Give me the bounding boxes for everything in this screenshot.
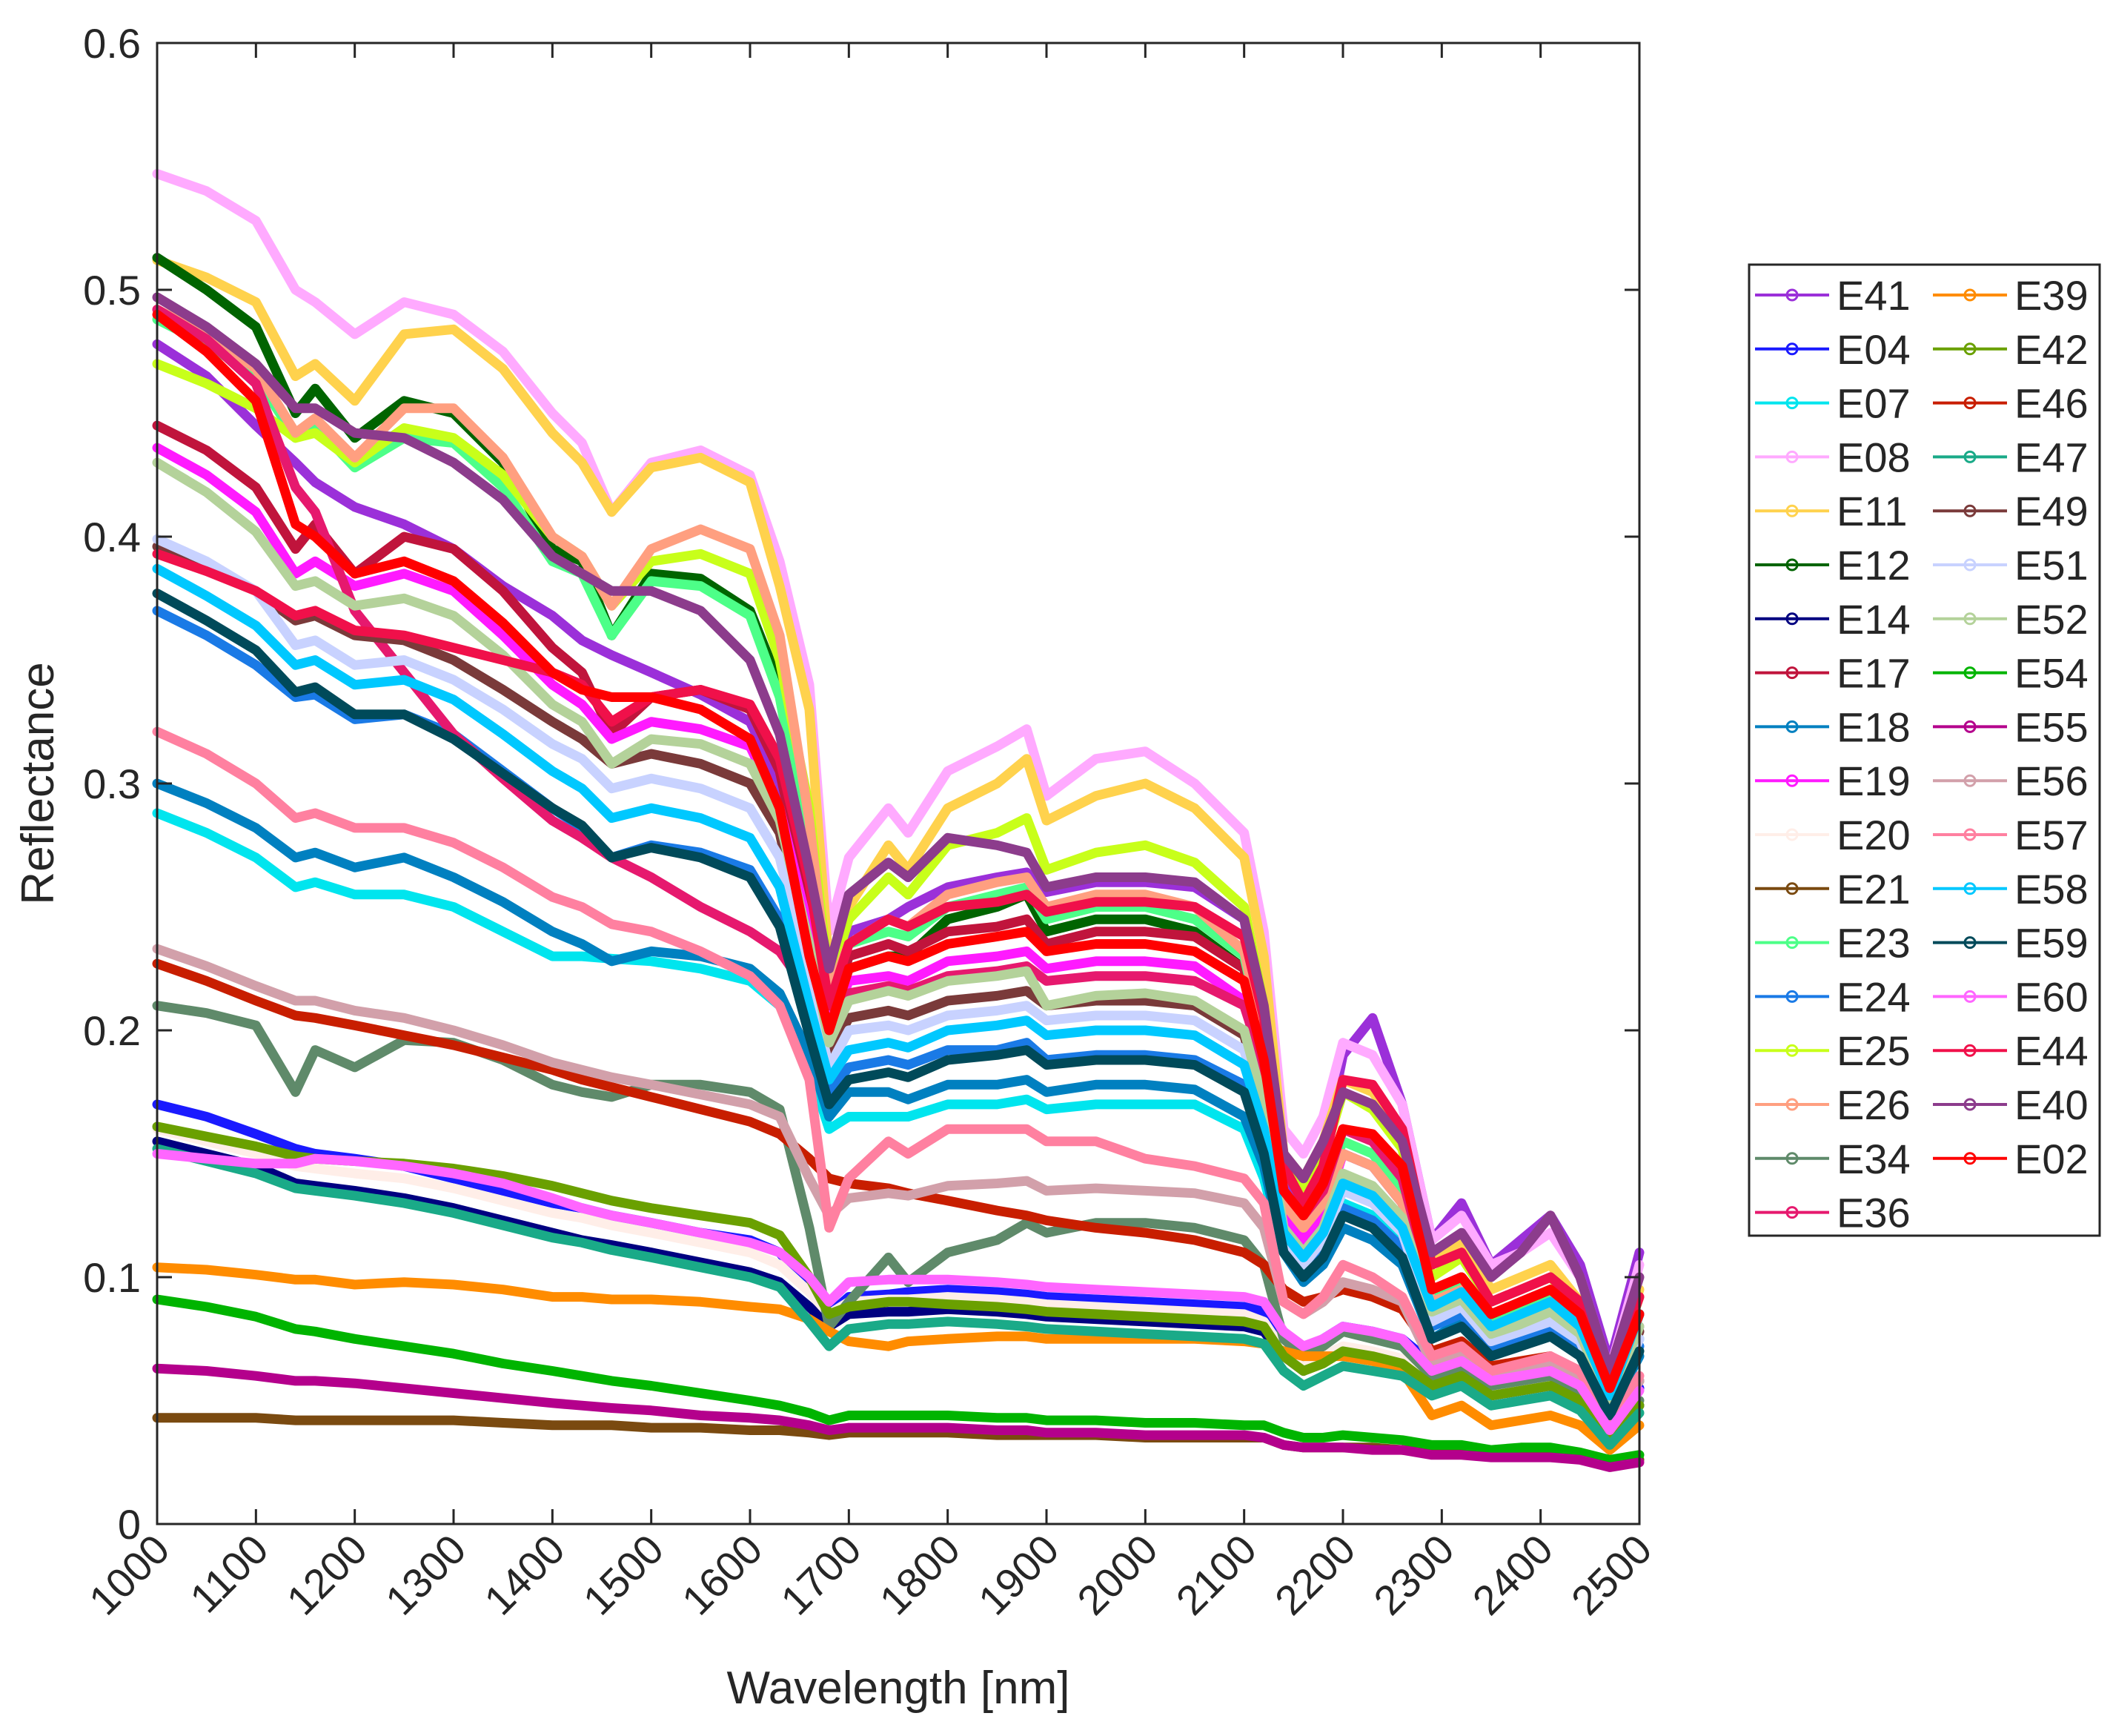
series-line-e54 bbox=[152, 1294, 1645, 1465]
legend-swatch-marker-e39 bbox=[1963, 288, 1977, 302]
legend-label-e25: E25 bbox=[1837, 1027, 1911, 1074]
legend-label-e47: E47 bbox=[2014, 434, 2089, 480]
series-line-e57 bbox=[152, 726, 1645, 1431]
series-line-e42 bbox=[152, 1122, 1645, 1445]
legend-label-e49: E49 bbox=[2014, 488, 2089, 534]
legend-label-e51: E51 bbox=[2014, 542, 2089, 589]
legend-label-e24: E24 bbox=[1837, 973, 1911, 1020]
legend-swatch-marker-e46 bbox=[1963, 397, 1977, 410]
legend-swatch-marker-e24 bbox=[1785, 990, 1799, 1003]
series-line-e02 bbox=[152, 309, 1645, 1394]
legend-label-e60: E60 bbox=[2014, 973, 2089, 1020]
legend-swatch-marker-e41 bbox=[1785, 288, 1799, 302]
legend-label-e42: E42 bbox=[2014, 326, 2089, 373]
legend-swatch-marker-e54 bbox=[1963, 666, 1977, 680]
series-layer bbox=[152, 169, 1645, 1472]
legend-swatch-marker-e19 bbox=[1785, 774, 1799, 787]
legend-label-e55: E55 bbox=[2014, 703, 2089, 750]
series-line-e58 bbox=[152, 563, 1645, 1401]
legend-swatch-marker-e26 bbox=[1785, 1098, 1799, 1111]
legend-items: E41 E04 E07 E08 E11 E12 E14 E17 E18 E19 E20 E21 E23 E… bbox=[1755, 272, 2089, 1236]
y-tick-label: 0.4 bbox=[83, 514, 141, 560]
legend-swatch-marker-e42 bbox=[1963, 342, 1977, 356]
legend-box bbox=[1748, 263, 2101, 1237]
legend-label-e41: E41 bbox=[1837, 272, 1911, 319]
x-axis-label: Wavelength [nm] bbox=[727, 1663, 1070, 1714]
y-axis-label: Reflectance bbox=[13, 662, 64, 904]
legend-swatch-marker-e57 bbox=[1963, 828, 1977, 841]
legend-label-e19: E19 bbox=[1837, 758, 1911, 804]
legend-swatch-marker-e04 bbox=[1785, 342, 1799, 356]
legend: E41 E04 E07 E08 E11 E12 E14 E17 E18 E19 E20 E21 E23 E… bbox=[1748, 263, 2101, 1237]
legend-label-e17: E17 bbox=[1837, 650, 1911, 697]
legend-label-e20: E20 bbox=[1837, 812, 1911, 858]
series-line-e60 bbox=[152, 1149, 1645, 1435]
legend-swatch-marker-e20 bbox=[1785, 828, 1799, 841]
legend-label-e26: E26 bbox=[1837, 1081, 1911, 1128]
legend-swatch-marker-e14 bbox=[1785, 612, 1799, 626]
legend-swatch-marker-e11 bbox=[1785, 504, 1799, 517]
legend-swatch-marker-e25 bbox=[1785, 1044, 1799, 1057]
legend-label-e23: E23 bbox=[1837, 920, 1911, 967]
legend-swatch-marker-e52 bbox=[1963, 612, 1977, 626]
legend-label-e36: E36 bbox=[1837, 1190, 1911, 1236]
legend-label-e56: E56 bbox=[2014, 758, 2089, 804]
series-line-e40 bbox=[152, 292, 1645, 1376]
legend-swatch-marker-e08 bbox=[1785, 450, 1799, 463]
legend-swatch-marker-e47 bbox=[1963, 450, 1977, 463]
legend-swatch-marker-e40 bbox=[1963, 1098, 1977, 1111]
y-tick-label: 0.5 bbox=[83, 267, 141, 314]
legend-label-e52: E52 bbox=[2014, 596, 2089, 643]
series-line-e47 bbox=[152, 1144, 1645, 1450]
legend-label-e11: E11 bbox=[1837, 488, 1907, 534]
y-tick-label: 0.3 bbox=[83, 761, 141, 807]
legend-swatch-marker-e34 bbox=[1785, 1152, 1799, 1165]
legend-label-e08: E08 bbox=[1837, 434, 1911, 480]
legend-swatch-marker-e17 bbox=[1785, 666, 1799, 680]
legend-swatch-marker-e55 bbox=[1963, 720, 1977, 733]
legend-label-e44: E44 bbox=[2014, 1027, 2089, 1074]
series-line-e39 bbox=[152, 1262, 1645, 1455]
legend-swatch-marker-e49 bbox=[1963, 504, 1977, 517]
legend-swatch-marker-e44 bbox=[1963, 1044, 1977, 1057]
y-axis: 0 0.1 0.2 0.3 0.4 0.5 0.6 bbox=[83, 20, 1639, 1548]
y-tick-label: 0.2 bbox=[83, 1007, 141, 1054]
legend-swatch-marker-e51 bbox=[1963, 558, 1977, 572]
legend-swatch-marker-e02 bbox=[1963, 1152, 1977, 1165]
legend-swatch-marker-e59 bbox=[1963, 936, 1977, 950]
series-line-e59 bbox=[152, 589, 1645, 1420]
y-tick-label: 0 bbox=[118, 1501, 141, 1548]
legend-label-e54: E54 bbox=[2014, 650, 2089, 697]
legend-swatch-marker-e60 bbox=[1963, 990, 1977, 1003]
legend-label-e58: E58 bbox=[2014, 866, 2089, 912]
y-tick-label: 0.1 bbox=[83, 1254, 141, 1301]
legend-swatch-marker-e18 bbox=[1785, 720, 1799, 733]
legend-swatch-marker-e23 bbox=[1785, 936, 1799, 950]
legend-label-e34: E34 bbox=[1837, 1136, 1911, 1182]
series-line-e55 bbox=[152, 1363, 1645, 1472]
legend-label-e04: E04 bbox=[1837, 326, 1911, 373]
legend-swatch-marker-e12 bbox=[1785, 558, 1799, 572]
legend-swatch-marker-e36 bbox=[1785, 1206, 1799, 1219]
y-tick-label: 0.6 bbox=[83, 20, 141, 67]
legend-swatch-marker-e07 bbox=[1785, 397, 1799, 410]
legend-label-e40: E40 bbox=[2014, 1081, 2089, 1128]
legend-label-e21: E21 bbox=[1837, 866, 1911, 912]
legend-label-e46: E46 bbox=[2014, 380, 2089, 427]
legend-label-e12: E12 bbox=[1837, 542, 1911, 589]
legend-swatch-marker-e58 bbox=[1963, 882, 1977, 895]
legend-label-e02: E02 bbox=[2014, 1136, 2089, 1182]
legend-swatch-marker-e56 bbox=[1963, 774, 1977, 787]
legend-label-e57: E57 bbox=[2014, 812, 2089, 858]
legend-label-e14: E14 bbox=[1837, 596, 1911, 643]
legend-label-e39: E39 bbox=[2014, 272, 2089, 319]
legend-label-e59: E59 bbox=[2014, 920, 2089, 967]
legend-label-e07: E07 bbox=[1837, 380, 1911, 427]
legend-label-e18: E18 bbox=[1837, 703, 1911, 750]
legend-swatch-marker-e21 bbox=[1785, 882, 1799, 895]
